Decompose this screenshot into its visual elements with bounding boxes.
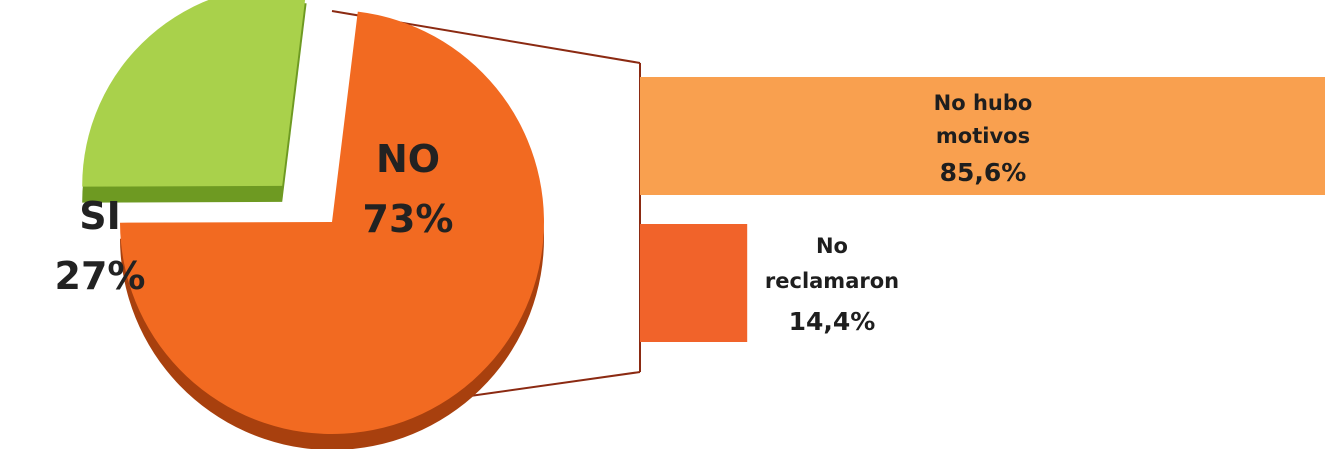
pie-label-si: SI (79, 194, 121, 238)
breakdown-bar-no-reclamaron (640, 224, 748, 342)
bar-label-no-reclamaron-line1: No (816, 234, 848, 258)
pie-slice-si-top (82, 0, 306, 187)
bar-label-no-hubo-line1: No hubo (934, 91, 1033, 115)
bar-label-no-hubo-line2: motivos (936, 124, 1030, 148)
pie-slice-no (120, 11, 544, 449)
bar-value-no-hubo: 85,6% (940, 158, 1027, 187)
bar-value-no-reclamaron: 14,4% (789, 307, 876, 336)
pie-label-no: NO (376, 137, 440, 181)
pie-slice-no-top (120, 11, 544, 435)
breakdown-bar-no-hubo-motivos (640, 77, 1325, 195)
bar-label-no-reclamaron-line2: reclamaron (765, 269, 899, 293)
pie-value-no: 73% (363, 197, 454, 241)
pie-value-si: 27% (55, 254, 146, 298)
pie-slice-si (82, 0, 307, 203)
connector-line-1 (469, 371, 641, 397)
